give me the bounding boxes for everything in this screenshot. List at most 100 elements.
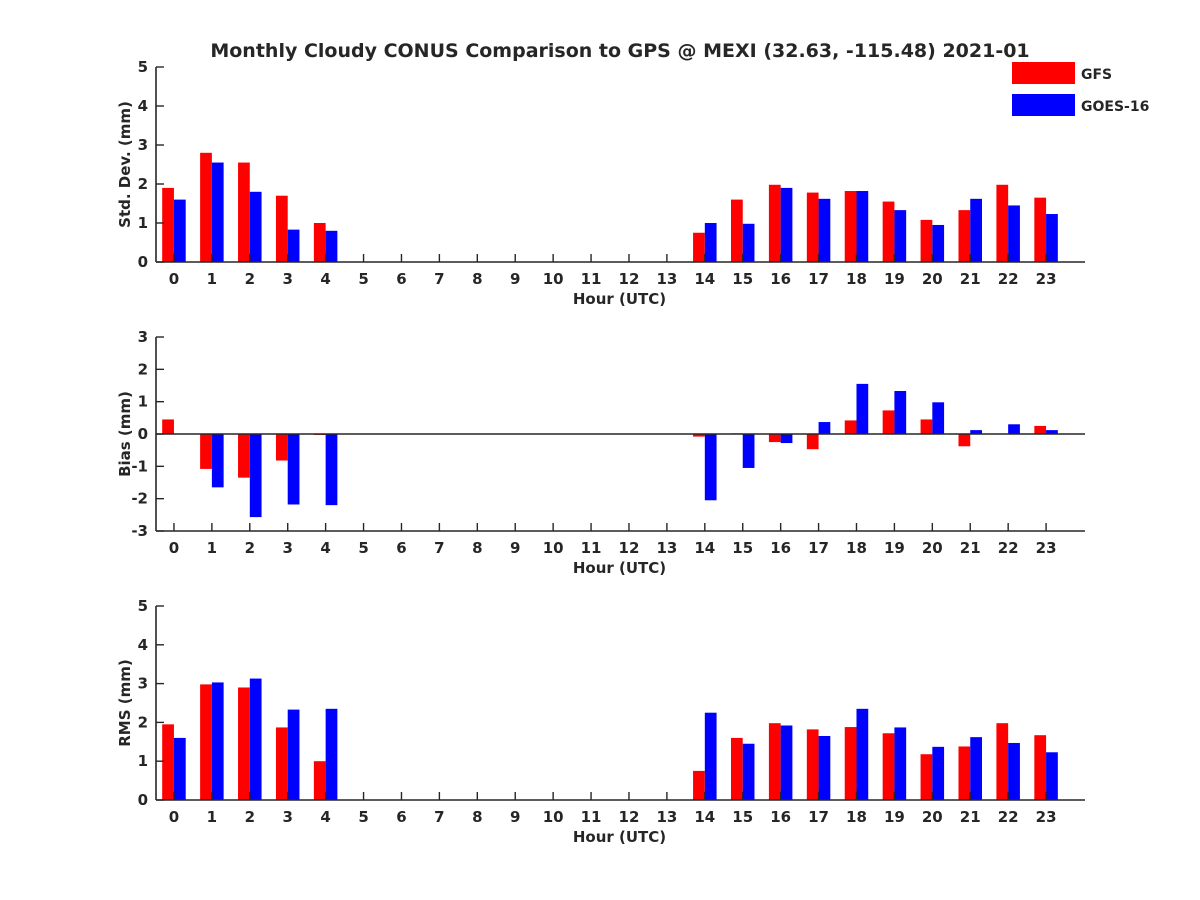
bar-goes-16-hour-19 [894, 391, 907, 434]
bar-gfs-hour-21 [958, 434, 971, 447]
bar-gfs-hour-0 [162, 724, 174, 800]
x-tick-label: 9 [510, 808, 520, 826]
y-axis-label: Bias (mm) [116, 391, 134, 477]
bar-gfs-hour-3 [275, 195, 288, 262]
x-tick-label: 22 [998, 270, 1019, 288]
x-tick-label: 22 [998, 539, 1019, 557]
x-tick-label: 3 [282, 539, 292, 557]
bar-goes-16-hour-3 [287, 229, 300, 262]
x-tick-label: 3 [282, 270, 292, 288]
bar-gfs-hour-19 [882, 733, 895, 800]
y-tick-label: 0 [138, 425, 148, 443]
y-tick-label: 5 [138, 58, 148, 76]
bar-gfs-hour-23 [1034, 425, 1047, 434]
x-tick-label: 21 [960, 539, 981, 557]
bar-gfs-hour-18 [844, 420, 857, 434]
bar-goes-16-hour-2 [249, 191, 262, 262]
bar-goes-16-hour-21 [970, 198, 982, 262]
x-tick-label: 4 [320, 270, 330, 288]
x-tick-label: 1 [207, 270, 217, 288]
x-tick-label: 23 [1036, 808, 1057, 826]
y-tick-label: 2 [138, 360, 148, 378]
y-axis-label: Std. Dev. (mm) [116, 101, 134, 228]
x-tick-label: 18 [846, 270, 867, 288]
bar-goes-16-hour-16 [780, 187, 793, 262]
bar-gfs-hour-17 [806, 729, 819, 800]
x-tick-label: 4 [320, 539, 330, 557]
x-tick-label: 12 [619, 539, 640, 557]
x-axis-label: Hour (UTC) [573, 828, 666, 846]
x-axis-label: Hour (UTC) [573, 290, 666, 308]
bar-gfs-hour-17 [806, 192, 819, 262]
x-tick-label: 17 [808, 539, 829, 557]
x-tick-label: 13 [656, 808, 677, 826]
bar-goes-16-hour-20 [932, 224, 945, 262]
x-tick-label: 23 [1036, 539, 1057, 557]
x-tick-label: 2 [245, 808, 255, 826]
bar-goes-16-hour-23 [1046, 752, 1058, 800]
bar-goes-16-hour-21 [970, 430, 982, 434]
bar-gfs-hour-23 [1034, 197, 1047, 262]
x-tick-label: 8 [472, 808, 482, 826]
x-tick-label: 7 [434, 539, 444, 557]
x-tick-label: 6 [396, 270, 406, 288]
x-tick-label: 10 [543, 270, 564, 288]
bar-gfs-hour-4 [313, 761, 326, 800]
bar-gfs-hour-19 [882, 201, 895, 262]
bar-group [162, 152, 1058, 262]
bar-goes-16-hour-23 [1046, 214, 1058, 262]
y-tick-label: 5 [138, 597, 148, 615]
x-tick-label: 21 [960, 270, 981, 288]
x-tick-label: 0 [169, 539, 179, 557]
x-tick-label: 6 [396, 808, 406, 826]
bar-goes-16-hour-0 [173, 737, 186, 800]
x-tick-label: 22 [998, 808, 1019, 826]
bar-goes-16-hour-1 [211, 162, 224, 262]
bar-goes-16-hour-14 [704, 434, 717, 501]
x-tick-label: 8 [472, 270, 482, 288]
legend-label: GOES-16 [1081, 99, 1149, 115]
x-tick-label: 13 [656, 270, 677, 288]
bar-gfs-hour-0 [162, 419, 174, 434]
bar-gfs-hour-21 [958, 210, 971, 262]
bar-gfs-hour-2 [238, 434, 250, 478]
bar-gfs-hour-14 [693, 434, 705, 437]
x-tick-label: 7 [434, 270, 444, 288]
bar-gfs-hour-23 [1034, 735, 1047, 800]
y-tick-label: -2 [131, 490, 148, 508]
bar-gfs-hour-1 [200, 434, 212, 469]
bar-goes-16-hour-2 [249, 678, 262, 800]
bar-goes-16-hour-15 [742, 743, 755, 800]
bar-goes-16-hour-22 [1008, 424, 1020, 434]
bar-gfs-hour-15 [730, 199, 743, 262]
y-tick-label: 3 [138, 675, 148, 693]
legend: GFS GOES-16 [1012, 62, 1149, 116]
bar-goes-16-hour-0 [173, 199, 186, 262]
y-tick-label: 0 [138, 791, 148, 809]
bar-goes-16-hour-3 [287, 709, 300, 800]
bar-goes-16-hour-17 [818, 735, 831, 800]
bar-gfs-hour-1 [200, 684, 212, 800]
bar-goes-16-hour-22 [1008, 205, 1020, 262]
x-tick-label: 5 [358, 539, 368, 557]
bar-gfs-hour-17 [806, 434, 819, 450]
bar-goes-16-hour-4 [325, 708, 338, 800]
bar-gfs-hour-3 [275, 434, 288, 461]
x-tick-label: 16 [770, 808, 791, 826]
bar-goes-16-hour-4 [325, 434, 338, 506]
bar-goes-16-hour-15 [742, 434, 755, 468]
bar-goes-16-hour-20 [932, 746, 945, 800]
bar-group [162, 678, 1058, 800]
bar-gfs-hour-15 [730, 737, 743, 800]
bar-gfs-hour-14 [693, 232, 705, 262]
bar-gfs-hour-0 [162, 187, 174, 262]
x-tick-label: 20 [922, 270, 943, 288]
x-tick-label: 12 [619, 808, 640, 826]
x-tick-label: 14 [694, 539, 715, 557]
bar-gfs-hour-21 [958, 746, 971, 800]
bar-gfs-hour-18 [844, 727, 857, 800]
x-tick-label: 3 [282, 808, 292, 826]
bar-goes-16-hour-17 [818, 422, 831, 434]
